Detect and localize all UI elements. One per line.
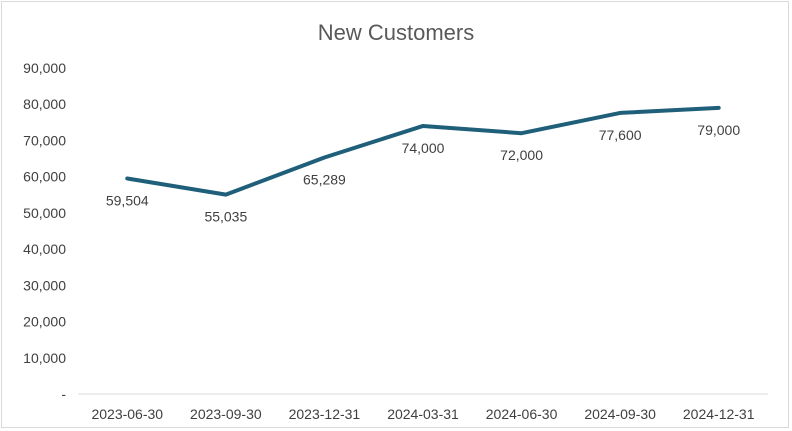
data-labels: 59,504 55,035 65,289 74,000 72,000 77,600 79,0…: [106, 122, 740, 225]
y-axis: - 10,000 20,000 30,000 40,000 50,000 60,000 70,…: [23, 60, 66, 402]
data-label: 77,600: [599, 127, 642, 143]
y-tick-label: -: [61, 386, 66, 402]
y-tick-label: 70,000: [23, 132, 66, 148]
y-tick-label: 80,000: [23, 96, 66, 112]
x-tick-label: 2024-03-31: [387, 406, 459, 422]
y-tick-label: 30,000: [23, 277, 66, 293]
x-tick-label: 2024-12-31: [683, 406, 755, 422]
y-tick-label: 50,000: [23, 205, 66, 221]
chart-title: New Customers: [318, 20, 474, 45]
data-label: 65,289: [303, 172, 346, 188]
x-tick-label: 2024-09-30: [584, 406, 656, 422]
y-tick-label: 10,000: [23, 350, 66, 366]
data-label: 55,035: [204, 209, 247, 225]
data-label: 72,000: [500, 147, 543, 163]
y-tick-label: 20,000: [23, 314, 66, 330]
y-tick-label: 90,000: [23, 60, 66, 76]
series-line: [125, 105, 721, 197]
data-label: 74,000: [402, 140, 445, 156]
y-tick-label: 40,000: [23, 241, 66, 257]
data-label: 79,000: [697, 122, 740, 138]
data-label: 59,504: [106, 192, 149, 208]
x-tick-label: 2023-12-31: [289, 406, 361, 422]
x-tick-label: 2024-06-30: [486, 406, 558, 422]
y-tick-label: 60,000: [23, 169, 66, 185]
x-tick-label: 2023-06-30: [91, 406, 163, 422]
x-tick-label: 2023-09-30: [190, 406, 262, 422]
x-axis: 2023-06-30 2023-09-30 2023-12-31 2024-03-31…: [91, 406, 754, 422]
